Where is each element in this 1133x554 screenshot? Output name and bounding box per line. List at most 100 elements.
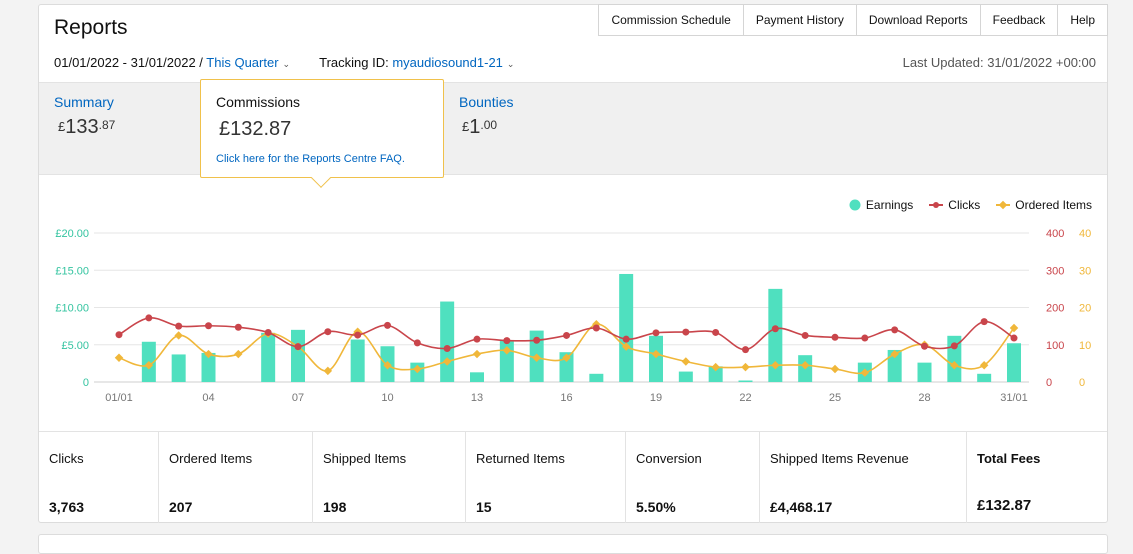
metric-shipped-items: Shipped Items 198 bbox=[313, 432, 466, 523]
x-tick-label: 01/01 bbox=[105, 392, 133, 404]
date-range: 01/01/2022 - 31/01/2022 / bbox=[54, 55, 203, 70]
earnings-bar bbox=[917, 362, 932, 382]
metric-value: 5.50% bbox=[636, 499, 676, 515]
metric-value: 3,763 bbox=[49, 499, 85, 515]
legend-ordered-label: Ordered Items bbox=[1015, 198, 1092, 212]
ordered-items-point bbox=[413, 364, 422, 374]
clicks-point bbox=[264, 328, 272, 336]
payment-history-tab[interactable]: Payment History bbox=[742, 4, 856, 36]
clicks-point bbox=[712, 328, 720, 336]
clicks-point bbox=[145, 314, 153, 322]
commissions-tile[interactable]: Commissions £132.87 Click here for the R… bbox=[200, 79, 444, 188]
metric-total-fees: Total Fees £132.87 bbox=[967, 432, 1107, 523]
clicks-point bbox=[742, 346, 749, 354]
help-tab[interactable]: Help bbox=[1057, 4, 1108, 36]
ordered-items-point bbox=[711, 362, 720, 372]
x-tick-label: 19 bbox=[650, 392, 662, 404]
metric-value: £4,468.17 bbox=[770, 499, 833, 515]
x-tick-label: 10 bbox=[381, 392, 393, 404]
last-updated: Last Updated: 31/01/2022 +00:00 bbox=[902, 55, 1096, 70]
clicks-point bbox=[384, 321, 391, 329]
y-tick-label-earnings: £10.00 bbox=[55, 303, 89, 315]
clicks-point bbox=[592, 324, 600, 332]
chevron-down-icon: ⌄ bbox=[282, 59, 291, 69]
chart-legend: Earnings Clicks Ordered Items bbox=[833, 198, 1092, 212]
summary-value: £133.87 bbox=[58, 116, 116, 138]
ordered-items-point bbox=[323, 366, 333, 376]
metric-returned-items: Returned Items 15 bbox=[466, 432, 626, 523]
clicks-point bbox=[205, 322, 212, 330]
earnings-bar bbox=[887, 349, 902, 382]
clicks-point bbox=[682, 328, 690, 336]
clicks-point bbox=[413, 339, 421, 347]
legend-clicks[interactable]: Clicks bbox=[929, 198, 980, 212]
ordered-items-point bbox=[502, 346, 512, 355]
next-card bbox=[38, 534, 1108, 554]
summary-label[interactable]: Summary bbox=[54, 94, 114, 110]
bounties-value: £1.00 bbox=[462, 116, 498, 138]
earnings-bar bbox=[171, 354, 186, 382]
legend-ordered-items[interactable]: Ordered Items bbox=[996, 198, 1092, 212]
x-tick-label: 16 bbox=[560, 392, 572, 404]
metric-label: Returned Items bbox=[476, 451, 565, 466]
ordered-swatch-icon bbox=[996, 200, 1011, 210]
metric-value: 15 bbox=[476, 499, 492, 515]
metric-label: Conversion bbox=[636, 451, 702, 466]
clicks-point bbox=[891, 326, 899, 334]
earnings-chart: 0 0 0 £5.00 100 10 £10.00 200 20 £15.00 300 30 £20.0… bbox=[55, 228, 1091, 404]
period-dropdown[interactable]: This Quarter ⌄ bbox=[206, 55, 290, 70]
clicks-point bbox=[980, 318, 988, 326]
y-tick-label-ordered: 30 bbox=[1079, 265, 1091, 277]
page-title: Reports bbox=[54, 16, 128, 39]
y-tick-label-clicks: 400 bbox=[1046, 228, 1064, 240]
x-tick-label: 13 bbox=[471, 392, 483, 404]
earnings-bar bbox=[201, 352, 216, 382]
popover-arrow bbox=[311, 168, 331, 188]
clicks-point bbox=[921, 342, 928, 350]
commission-schedule-tab[interactable]: Commission Schedule bbox=[598, 4, 743, 36]
ordered-items-point bbox=[741, 362, 750, 372]
ordered-items-point bbox=[860, 368, 870, 377]
metric-value: 198 bbox=[323, 499, 347, 515]
ordered-items-point bbox=[830, 364, 840, 374]
clicks-point bbox=[1010, 334, 1018, 342]
clicks-point bbox=[861, 334, 869, 342]
y-tick-label-clicks: 300 bbox=[1046, 265, 1064, 277]
earnings-bar bbox=[768, 288, 783, 382]
earnings-bar bbox=[738, 380, 753, 382]
commissions-value: £132.87 bbox=[219, 118, 292, 140]
legend-earnings[interactable]: Earnings bbox=[849, 198, 913, 212]
y-tick-label-earnings: £20.00 bbox=[55, 228, 89, 240]
clicks-point bbox=[354, 331, 362, 339]
clicks-point bbox=[950, 342, 958, 350]
tracking-id-dropdown[interactable]: myaudiosound1-21 ⌄ bbox=[392, 55, 514, 70]
earnings-bar bbox=[440, 301, 455, 382]
y-tick-label-earnings: 0 bbox=[83, 377, 89, 389]
clicks-point bbox=[503, 337, 511, 345]
metric-shipped-revenue: Shipped Items Revenue £4,468.17 bbox=[760, 432, 967, 523]
x-tick-label: 31/01 bbox=[1000, 392, 1028, 404]
commissions-label: Commissions bbox=[216, 94, 301, 110]
legend-clicks-label: Clicks bbox=[948, 198, 981, 212]
top-nav: Commission Schedule Payment History Down… bbox=[598, 4, 1108, 36]
ordered-items-point bbox=[174, 331, 183, 340]
download-reports-tab[interactable]: Download Reports bbox=[855, 4, 980, 36]
ordered-items-point bbox=[204, 349, 213, 359]
earnings-bar bbox=[470, 372, 484, 382]
bounties-label[interactable]: Bounties bbox=[459, 94, 514, 110]
ordered-items-point bbox=[383, 360, 392, 370]
period-label: This Quarter bbox=[206, 55, 279, 70]
clicks-point bbox=[324, 328, 332, 336]
tracking-id-label: myaudiosound1-21 bbox=[392, 55, 503, 70]
tracking-label: Tracking ID: bbox=[319, 55, 389, 70]
clicks-point bbox=[771, 325, 779, 333]
y-tick-label-clicks: 0 bbox=[1046, 377, 1052, 389]
clicks-point bbox=[473, 335, 481, 343]
faq-link[interactable]: Click here for the Reports Centre FAQ. bbox=[216, 153, 405, 165]
reports-card: Reports Commission Schedule Payment Hist… bbox=[38, 4, 1108, 523]
clicks-point bbox=[622, 335, 630, 343]
earnings-swatch-icon bbox=[849, 199, 861, 211]
clicks-swatch-icon bbox=[929, 202, 944, 208]
feedback-tab[interactable]: Feedback bbox=[979, 4, 1058, 36]
earnings-bar bbox=[350, 339, 365, 382]
